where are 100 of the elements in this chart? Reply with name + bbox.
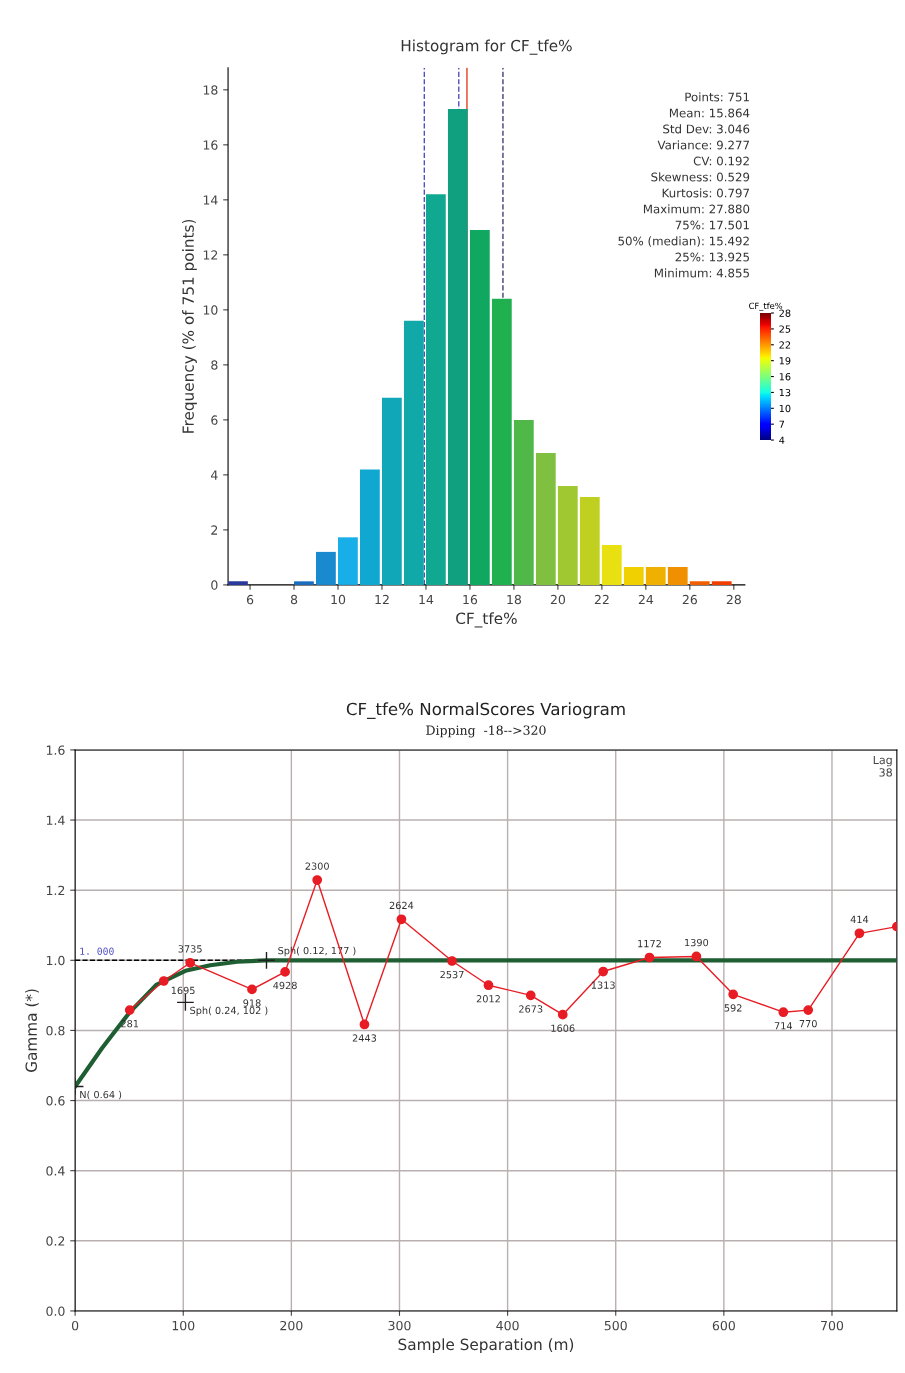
annotation: 2012 <box>476 995 500 1003</box>
y-tick-label: 18 <box>203 85 218 95</box>
point <box>158 976 169 986</box>
chart-subtitle: Dipping -18-->320 <box>426 725 546 738</box>
point <box>312 875 323 885</box>
y-tick-label: 1.0 <box>46 955 65 966</box>
x-tick-label: 28 <box>726 594 741 605</box>
color-bar-label: 10 <box>779 404 791 413</box>
annotation: Mean: 15.864 <box>669 108 750 118</box>
x-tick-label: 700 <box>821 1320 844 1331</box>
color-bar-label: 7 <box>779 420 785 428</box>
point <box>557 1009 568 1020</box>
y-axis-title: Gamma (*) <box>25 989 39 1072</box>
annotation: 3735 <box>178 945 202 953</box>
annotation: Minimum: 4.855 <box>654 268 749 278</box>
x-tick-label: 6 <box>246 594 254 605</box>
x-axis-title: CF_tfe% <box>456 612 517 628</box>
annotation: Skewness: 0.529 <box>651 172 750 182</box>
point <box>483 980 494 991</box>
point <box>280 967 290 977</box>
annotation: 714 <box>774 1022 793 1030</box>
point <box>185 957 196 968</box>
y-tick-label: 4 <box>211 470 218 480</box>
annotation: CV: 0.192 <box>693 156 749 166</box>
annotation: 4928 <box>273 981 297 990</box>
y-tick-label: 14 <box>203 195 218 205</box>
point <box>691 951 702 962</box>
annotation: N( 0.64 ) <box>80 1090 122 1100</box>
point <box>803 1005 814 1015</box>
point <box>778 1007 789 1018</box>
chart-title: CF_tfe% NormalScores Variogram <box>346 702 625 719</box>
point <box>644 952 655 963</box>
annotation: Kurtosis: 0.797 <box>662 188 749 198</box>
annotation: Points: 751 <box>685 92 749 102</box>
y-tick-label: 0.6 <box>46 1096 65 1106</box>
x-tick-label: 500 <box>604 1320 627 1331</box>
y-tick-label: 16 <box>203 140 218 150</box>
x-tick-label: 0 <box>71 1320 79 1331</box>
color-bar-label: 19 <box>779 357 791 365</box>
annotation: 918 <box>243 999 261 1007</box>
y-tick-label: 0.2 <box>46 1236 65 1246</box>
annotation: 414 <box>850 915 869 923</box>
y-tick-label: 1.4 <box>46 815 65 825</box>
x-tick-label: 18 <box>507 594 522 605</box>
color-bar-label: 28 <box>779 309 791 317</box>
annotation: 1390 <box>685 938 709 947</box>
y-tick-label: 0.0 <box>46 1306 65 1316</box>
annotation: 1606 <box>551 1024 575 1032</box>
point <box>854 928 865 939</box>
x-tick-label: 8 <box>290 594 298 605</box>
annotation: 75%: 17.501 <box>675 220 749 230</box>
annotation: 770 <box>799 1019 817 1028</box>
color-bar-label: 13 <box>779 388 791 397</box>
x-tick-label: 400 <box>496 1320 519 1331</box>
y-tick-label: 0.4 <box>46 1166 65 1176</box>
point <box>525 990 536 1001</box>
x-tick-label: 14 <box>419 595 434 605</box>
y-tick-label: 8 <box>211 360 218 370</box>
color-bar-label: 25 <box>779 325 791 333</box>
x-tick-label: 10 <box>331 594 346 605</box>
annotation: 2673 <box>519 1005 543 1013</box>
chart-title: Histogram for CF_tfe% <box>401 39 572 55</box>
ref-line-label: 1. 000 <box>80 947 114 955</box>
x-tick-label: 600 <box>712 1320 735 1331</box>
color-bar-title: CF_tfe% <box>749 302 783 311</box>
annotation: 2443 <box>352 1034 377 1042</box>
y-tick-label: 1.2 <box>46 885 65 895</box>
y-tick-label: 0 <box>211 580 218 590</box>
annotation: Maximum: 27.880 <box>643 204 750 214</box>
color-bar-label: 4 <box>779 436 785 444</box>
y-tick-label: 1.6 <box>46 745 65 755</box>
x-axis-title: Sample Separation (m) <box>398 1338 574 1354</box>
x-tick-label: 22 <box>594 594 609 605</box>
x-tick-label: 26 <box>682 594 698 605</box>
annotation: Lag 38 <box>873 755 892 777</box>
annotation: 1313 <box>591 981 615 989</box>
y-tick-label: 10 <box>203 305 218 315</box>
annotation: 2537 <box>440 970 464 979</box>
point <box>728 989 739 1000</box>
annotation: Sph( 0.24, 102 ) <box>190 1006 268 1016</box>
point <box>598 966 609 977</box>
annotation: Variance: 9.277 <box>657 140 749 150</box>
annotation: 1695 <box>171 986 195 995</box>
annotation: 25%: 13.925 <box>675 252 749 262</box>
x-tick-label: 24 <box>638 594 654 605</box>
x-tick-label: 20 <box>550 594 566 605</box>
y-tick-label: 12 <box>203 250 218 260</box>
annotation: 2300 <box>305 862 329 870</box>
x-tick-label: 12 <box>375 594 389 605</box>
annotation: 50% (median): 15.492 <box>618 236 749 247</box>
point <box>359 1019 370 1030</box>
point <box>247 984 257 995</box>
annotation: Std Dev: 3.046 <box>663 124 750 134</box>
y-tick-label: 2 <box>211 525 218 535</box>
x-tick-label: 16 <box>463 594 478 605</box>
point <box>396 914 407 925</box>
annotation: 2624 <box>389 901 414 910</box>
y-tick-label: 6 <box>211 415 218 425</box>
x-tick-label: 100 <box>172 1320 195 1331</box>
color-bar-label: 22 <box>779 341 791 349</box>
